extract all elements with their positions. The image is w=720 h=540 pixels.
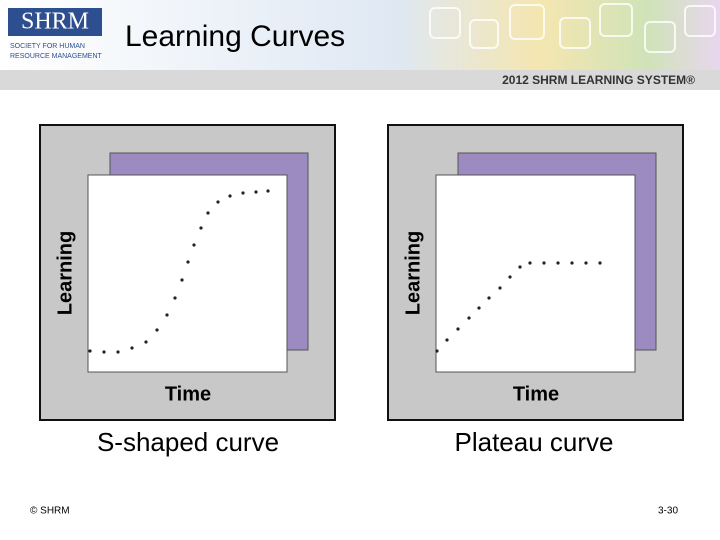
curve — [435, 261, 602, 353]
plot-area — [87, 174, 288, 373]
panel: Learning Time — [39, 124, 336, 421]
curve — [88, 189, 270, 354]
y-axis-label: Learning — [402, 231, 424, 315]
header-pattern — [429, 3, 716, 53]
panel-caption: S-shaped curve — [97, 427, 279, 457]
panel: Learning Time — [387, 124, 684, 421]
logo-box — [8, 8, 102, 36]
slide-title: Learning Curves — [125, 20, 345, 53]
plot-area — [435, 174, 636, 373]
banner-text: 2012 SHRM LEARNING SYSTEM® — [502, 73, 695, 87]
y-axis-label: Learning — [54, 231, 76, 315]
logo-subtitle: RESOURCE MANAGEMENT — [10, 53, 103, 60]
x-axis-label: Time — [513, 383, 559, 405]
panel-caption: Plateau curve — [455, 427, 614, 457]
banner-bar — [0, 70, 720, 90]
footer-copyright: © SHRM — [30, 506, 70, 517]
logo: SHRM — [21, 9, 89, 35]
footer-page-number: 3-30 — [658, 506, 678, 517]
x-axis-label: Time — [165, 383, 211, 405]
logo-subtitle: SOCIETY FOR HUMAN — [10, 43, 85, 50]
